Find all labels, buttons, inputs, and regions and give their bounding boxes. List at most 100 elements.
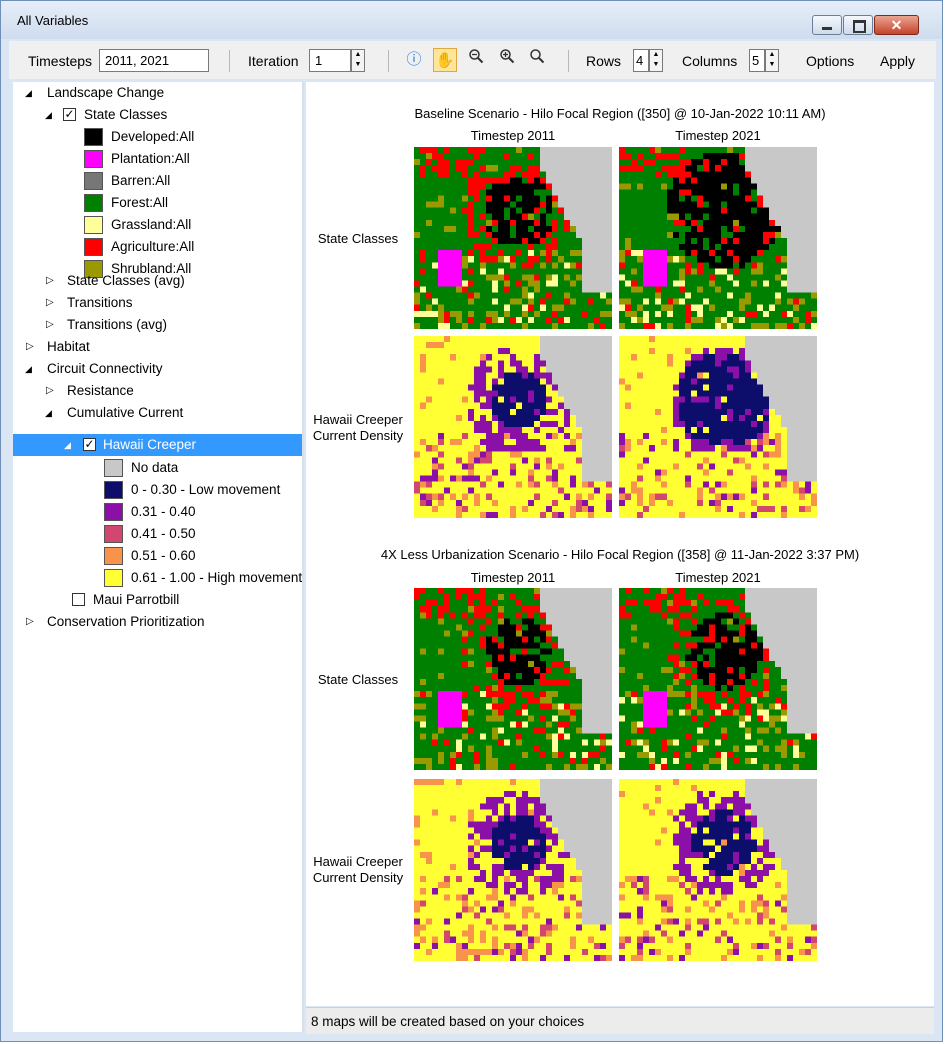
minimize-button[interactable] (812, 15, 842, 35)
map-less-urban-current-2011[interactable] (414, 779, 612, 961)
tree-node-label: Transitions (avg) (67, 317, 168, 332)
iteration-stepper[interactable]: ▲ ▼ (351, 49, 365, 72)
toolbar-separator (229, 50, 230, 72)
apply-button[interactable]: Apply (880, 53, 916, 69)
legend-swatch (104, 503, 123, 521)
toolbar-separator (388, 50, 389, 72)
timestep-label: Timestep 2011 (470, 570, 556, 585)
map-baseline-state-classes-2021[interactable] (619, 147, 817, 329)
legend-swatch (84, 172, 103, 190)
map-baseline-state-classes-2011[interactable] (414, 147, 612, 329)
zoom-out-icon[interactable] (464, 48, 488, 72)
options-button[interactable]: Options (806, 53, 855, 69)
legend-label: No data (131, 460, 179, 475)
collapsed-arrow-icon[interactable]: ▷ (46, 275, 54, 286)
expanded-arrow-icon[interactable]: ◢ (25, 364, 32, 374)
legend-swatch (104, 459, 123, 477)
legend-label: 0.31 - 0.40 (131, 504, 196, 519)
timesteps-label: Timesteps (28, 53, 93, 69)
collapsed-arrow-icon[interactable]: ▷ (46, 385, 54, 396)
legend-label: Shrubland:All (111, 261, 192, 276)
row-label-current-density: Hawaii Creeper Current Density (312, 854, 404, 885)
state-classes-checkbox[interactable]: ✓ (63, 107, 76, 121)
maui-parrotbill-checkbox[interactable] (72, 593, 85, 606)
tree-node-label: Habitat (47, 339, 90, 354)
tree-node-label: Hawaii Creeper (103, 437, 197, 452)
tree-node-label: Cumulative Current (67, 405, 184, 420)
zoom-reset-icon[interactable] (525, 48, 549, 72)
tree-node-label: Transitions (67, 295, 133, 310)
minimize-icon (822, 27, 832, 30)
tree-node-label: State Classes (84, 107, 168, 122)
map-baseline-current-2021[interactable] (619, 336, 817, 518)
toolbar: Timesteps 2011, 2021 Iteration 1 ▲ ▼ ⓘ ✋ … (9, 41, 936, 79)
legend-swatch (84, 238, 103, 256)
close-button[interactable]: ✕ (874, 15, 919, 35)
map-display-area[interactable]: Baseline Scenario - Hilo Focal Region ([… (306, 82, 934, 1006)
legend-label: Developed:All (111, 129, 195, 144)
hawaii-creeper-checkbox[interactable]: ✓ (83, 437, 96, 451)
rows-stepper[interactable]: ▲ ▼ (649, 49, 663, 72)
legend-label: Plantation:All (111, 151, 190, 166)
rows-input[interactable]: 4 (633, 49, 649, 72)
map-baseline-current-2011[interactable] (414, 336, 612, 518)
columns-label: Columns (682, 53, 738, 69)
collapsed-arrow-icon[interactable]: ▷ (46, 319, 54, 330)
status-bar: 8 maps will be created based on your cho… (306, 1007, 934, 1034)
status-text: 8 maps will be created based on your cho… (311, 1014, 585, 1029)
legend-label: 0.41 - 0.50 (131, 526, 196, 541)
columns-stepper[interactable]: ▲ ▼ (765, 49, 779, 72)
legend-swatch (84, 260, 103, 278)
row-label-current-density: Hawaii Creeper Current Density (312, 412, 404, 443)
legend-swatch (104, 547, 123, 565)
info-icon[interactable]: ⓘ (406, 51, 422, 68)
iteration-input[interactable]: 1 (309, 49, 351, 72)
map-less-urban-current-2021[interactable] (619, 779, 817, 961)
tree-node-label: State Classes (avg) (67, 273, 185, 288)
zoom-in-icon[interactable] (495, 48, 519, 72)
map-less-urban-state-classes-2011[interactable] (414, 588, 612, 770)
close-icon: ✕ (890, 17, 903, 33)
legend-swatch (104, 481, 123, 499)
legend-label: Grassland:All (111, 217, 192, 232)
collapsed-arrow-icon[interactable]: ▷ (26, 616, 34, 627)
legend-swatch (84, 128, 103, 146)
expanded-arrow-icon[interactable]: ◢ (45, 110, 52, 120)
legend-label: Forest:All (111, 195, 169, 210)
maximize-icon (853, 20, 866, 33)
timestep-label: Timestep 2021 (675, 570, 761, 585)
collapsed-arrow-icon[interactable]: ▷ (26, 341, 34, 352)
map-less-urban-state-classes-2021[interactable] (619, 588, 817, 770)
timestep-label: Timestep 2021 (675, 128, 761, 143)
scenario-title: Baseline Scenario - Hilo Focal Region ([… (414, 106, 826, 121)
timestep-label: Timestep 2011 (470, 128, 556, 143)
variables-tree: ◢ Landscape Change ◢ ✓ State Classes Dev… (13, 82, 304, 1032)
tree-node-label: Landscape Change (47, 85, 165, 100)
legend-swatch (104, 525, 123, 543)
legend-swatch (84, 150, 103, 168)
legend-swatch (84, 216, 103, 234)
scenario-title: 4X Less Urbanization Scenario - Hilo Foc… (380, 547, 860, 562)
rows-label: Rows (586, 53, 622, 69)
expanded-arrow-icon[interactable]: ◢ (64, 440, 71, 450)
window-title: All Variables (17, 13, 89, 28)
legend-swatch (104, 569, 123, 587)
row-label-state-classes: State Classes (317, 231, 399, 246)
pan-hand-icon[interactable]: ✋ (433, 48, 457, 72)
expanded-arrow-icon[interactable]: ◢ (45, 408, 52, 418)
columns-input[interactable]: 5 (749, 49, 765, 72)
legend-label: 0.61 - 1.00 - High movement (131, 570, 303, 585)
expanded-arrow-icon[interactable]: ◢ (25, 88, 32, 98)
legend-label: Barren:All (111, 173, 171, 188)
legend-swatch (84, 194, 103, 212)
timesteps-input[interactable]: 2011, 2021 (99, 49, 209, 72)
tree-node-label: Resistance (67, 383, 134, 398)
maximize-button[interactable] (843, 15, 873, 35)
tree-node-label: Conservation Prioritization (47, 614, 205, 629)
title-bar: All Variables ✕ (1, 1, 942, 39)
collapsed-arrow-icon[interactable]: ▷ (46, 297, 54, 308)
toolbar-separator (568, 50, 569, 72)
row-label-state-classes: State Classes (317, 672, 399, 687)
legend-label: Agriculture:All (111, 239, 195, 254)
